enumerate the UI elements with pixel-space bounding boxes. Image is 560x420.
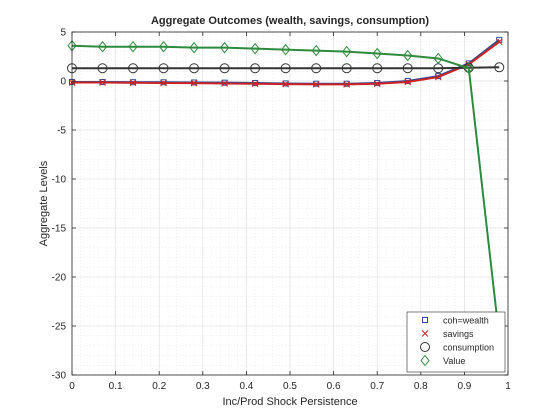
y-axis-label: Aggregate Levels	[38, 160, 50, 246]
marker-stroke	[495, 38, 503, 46]
series-line	[72, 66, 500, 70]
data-point	[311, 63, 322, 74]
x-tick-label: 0.3	[196, 381, 210, 392]
data-point	[343, 81, 351, 88]
data-point	[250, 42, 260, 55]
marker-stroke	[99, 79, 106, 86]
legend-items: coh=wealth savings consumption Value	[420, 316, 494, 367]
y-tick-label: 0	[60, 77, 66, 88]
marker-stroke	[434, 73, 442, 81]
data-point	[464, 62, 474, 75]
data-point	[97, 40, 108, 53]
x-tick-label: 0.2	[152, 381, 166, 392]
legend-marker	[421, 330, 429, 337]
y-tick-label: 5	[60, 28, 66, 39]
marker-stroke	[282, 80, 289, 88]
series-value	[67, 39, 504, 344]
data-point	[433, 52, 443, 65]
data-point	[158, 63, 169, 74]
legend-marker	[420, 354, 430, 367]
legend-label: consumption	[443, 343, 494, 353]
x-tick-label: 0.9	[457, 381, 471, 392]
x-tick-label: 0.8	[414, 381, 428, 392]
data-point	[341, 63, 352, 74]
data-point	[282, 80, 289, 88]
marker-stroke	[312, 81, 320, 88]
data-point	[280, 43, 291, 56]
x-axis-label: Inc/Prod Shock Persistence	[222, 396, 357, 408]
data-point	[189, 41, 199, 54]
y-tick-label: -15	[52, 224, 67, 235]
data-point	[129, 79, 137, 87]
y-tick-label: -30	[52, 371, 67, 382]
y-tick-label: -10	[52, 175, 67, 186]
legend-marker	[422, 317, 428, 323]
data-point	[373, 80, 381, 88]
x-tick-label: 0.7	[370, 381, 384, 392]
series-layer	[67, 36, 505, 344]
data-point	[250, 63, 261, 74]
x-tick-label: 0.6	[327, 381, 341, 392]
marker-stroke	[404, 78, 412, 86]
legend-label: Value	[443, 356, 465, 366]
marker-stroke	[251, 80, 259, 88]
data-point	[128, 63, 139, 74]
data-point	[160, 79, 167, 87]
legend-label: savings	[443, 329, 474, 339]
y-ticks: 5 0 -5 -10 -15 -20 -25 -30	[52, 28, 508, 382]
marker-stroke	[421, 330, 429, 337]
marker-stroke	[160, 79, 167, 87]
data-point	[372, 47, 382, 60]
x-tick-label: 0.5	[283, 381, 297, 392]
data-point	[311, 44, 321, 57]
data-point	[312, 81, 320, 88]
data-point	[404, 78, 412, 86]
marker-stroke	[129, 79, 137, 87]
data-point	[342, 45, 352, 58]
series-consumption	[67, 62, 505, 74]
series-line	[71, 44, 501, 338]
data-point	[434, 73, 442, 81]
data-point	[280, 63, 291, 74]
marker-stroke	[190, 79, 198, 87]
legend: coh=wealth savings consumption Value	[406, 311, 506, 373]
legend-marker	[420, 342, 430, 352]
data-point	[190, 79, 198, 87]
data-point	[495, 38, 503, 46]
data-point	[219, 63, 230, 74]
x-tick-label: 0.4	[239, 381, 253, 392]
x-tick-label: 1	[505, 381, 511, 392]
data-point	[402, 63, 413, 74]
data-point	[403, 49, 413, 62]
y-tick-label: -20	[52, 273, 67, 284]
data-point	[221, 80, 228, 87]
data-point	[219, 41, 230, 54]
data-point	[494, 62, 505, 73]
marker-stroke	[221, 80, 228, 87]
marker-stroke	[373, 80, 381, 88]
data-point	[99, 79, 106, 86]
x-tick-label: 0.1	[109, 381, 123, 392]
series-savings	[68, 38, 503, 88]
data-point	[251, 80, 259, 88]
data-point	[189, 63, 200, 74]
data-point	[128, 40, 138, 53]
legend-label: coh=wealth	[443, 316, 489, 326]
x-ticks: 0 0.1 0.2 0.3 0.4 0.5 0.6 0.7 0.8 0.9 1	[69, 32, 511, 392]
data-point	[97, 63, 108, 74]
x-tick-label: 0	[69, 381, 75, 392]
data-point	[158, 40, 169, 53]
chart-title: Aggregate Outcomes (wealth, savings, con…	[151, 15, 429, 27]
y-tick-label: -5	[57, 126, 66, 137]
data-point	[372, 63, 383, 74]
y-tick-label: -25	[52, 322, 67, 333]
marker-stroke	[343, 81, 351, 88]
